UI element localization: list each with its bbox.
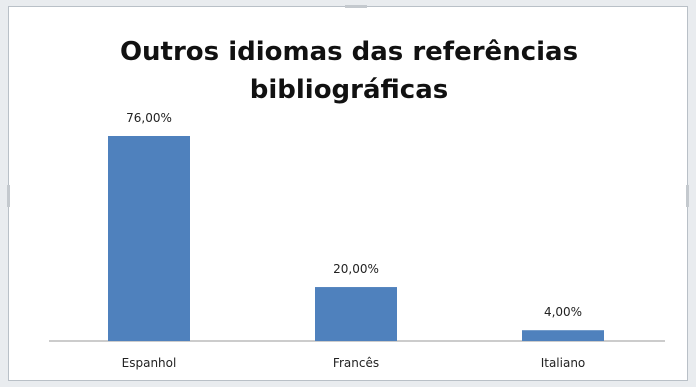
- chart-title-line-1: Outros idiomas das referências: [119, 37, 579, 67]
- x-tick-label-espanhol: Espanhol: [122, 356, 177, 370]
- bar-espanhol[interactable]: [108, 136, 190, 341]
- x-tick-label-italiano: Italiano: [541, 356, 586, 370]
- bar-frances[interactable]: [315, 287, 397, 341]
- data-label-frances: 20,00%: [333, 262, 379, 276]
- bar-italiano[interactable]: [522, 330, 604, 341]
- data-label-espanhol: 76,00%: [126, 111, 172, 125]
- chart-area: Outros idiomas das referências bibliográ…: [7, 5, 689, 381]
- resize-handle-left[interactable]: [7, 185, 10, 207]
- resize-handle-right[interactable]: [686, 185, 689, 207]
- data-label-italiano: 4,00%: [544, 305, 582, 319]
- chart-title-line-2: bibliográficas: [249, 75, 449, 105]
- resize-handle-top[interactable]: [345, 5, 367, 8]
- chart-title: Outros idiomas das referências bibliográ…: [9, 33, 689, 109]
- plot-area: 76,00% Espanhol 20,00% Francês 4,00% Italiano: [49, 111, 665, 370]
- x-tick-label-frances: Francês: [333, 356, 379, 370]
